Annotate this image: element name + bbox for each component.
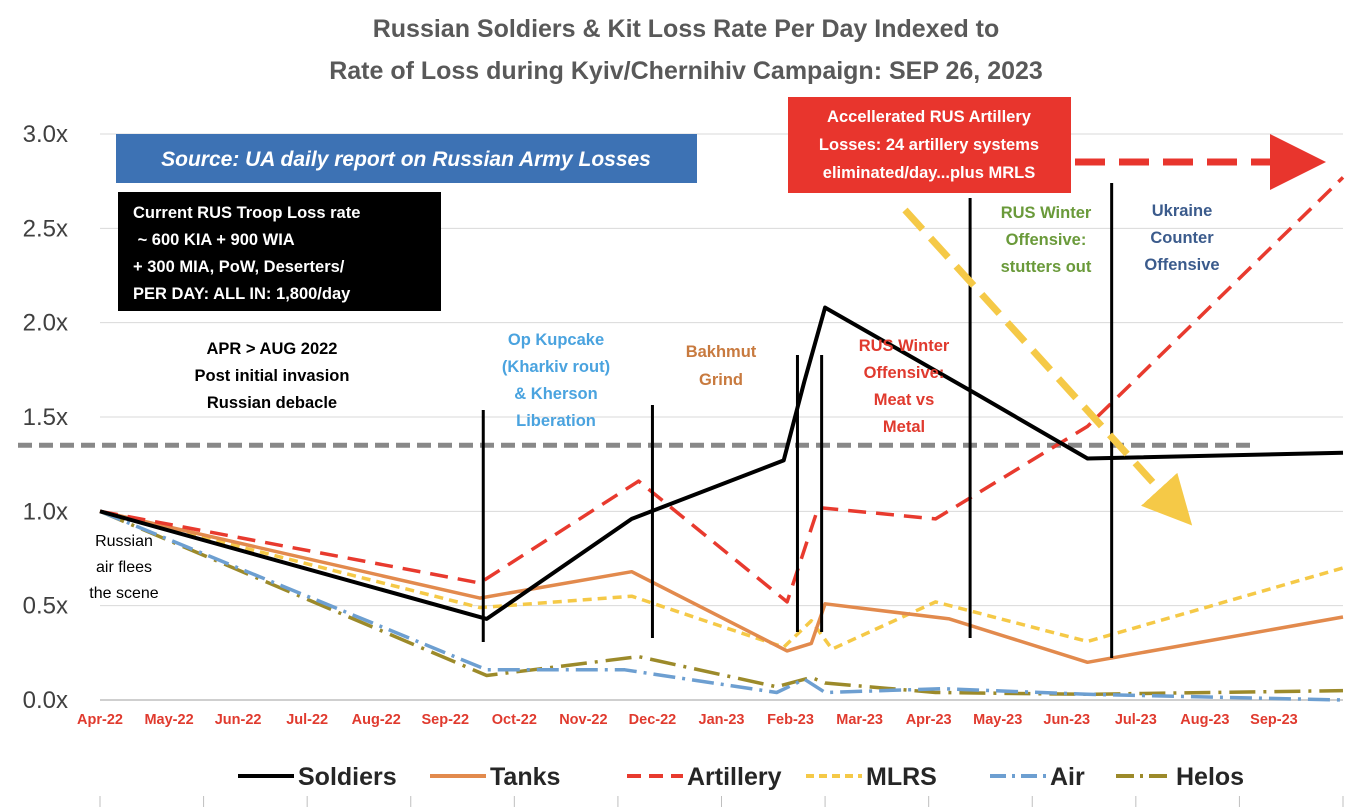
- artillery-line-3: eliminated/day...plus MRLS: [823, 164, 1035, 182]
- meat-line-4: Metal: [883, 418, 925, 436]
- kupcake-annotation: Op Kupcake (Kharkiv rout) & Kherson Libe…: [502, 331, 610, 430]
- russian-air-line-2: air flees: [96, 559, 152, 576]
- stutters-line-2: Offensive:: [1006, 231, 1087, 249]
- x-tick-label: Jun-23: [1043, 712, 1090, 728]
- series-line-air: [99, 509, 1344, 702]
- chart-title-line-1: Russian Soldiers & Kit Loss Rate Per Day…: [373, 15, 1000, 43]
- x-tick-label: Oct-22: [492, 712, 537, 728]
- x-tick-label: Dec-22: [629, 712, 677, 728]
- x-axis: Apr-22 May-22 Jun-22 Jul-22 Aug-22 Sep-22 Oct-…: [77, 699, 1344, 807]
- kupcake-line-4: Liberation: [516, 412, 596, 430]
- x-tick-label: May-22: [144, 712, 193, 728]
- x-tick-label: Jun-22: [215, 712, 262, 728]
- meat-line-2: Offensive:: [864, 364, 945, 382]
- x-tick-label: Jul-22: [286, 712, 328, 728]
- y-tick-label: 3.0x: [23, 121, 68, 148]
- russian-air-line-3: the scene: [89, 585, 158, 602]
- apr-aug-line-1: APR > AUG 2022: [207, 340, 338, 358]
- artillery-line-1: Accellerated RUS Artillery: [827, 108, 1032, 126]
- apr-aug-line-2: Post initial invasion: [195, 367, 350, 385]
- bakhmut-line-1: Bakhmut: [686, 343, 757, 361]
- kupcake-line-1: Op Kupcake: [508, 331, 604, 349]
- artillery-box: [788, 97, 1071, 193]
- y-tick-label: 2.5x: [23, 215, 68, 242]
- rus-winter-stutters-annotation: RUS Winter Offensive: stutters out: [1001, 204, 1092, 276]
- ukraine-line-1: Ukraine: [1152, 202, 1213, 220]
- y-tick-label: 0.5x: [23, 593, 68, 620]
- russian-air-annotation: Russian air flees the scene: [89, 533, 158, 602]
- series-line-soldiers: [99, 305, 1344, 621]
- x-tick-label: May-23: [973, 712, 1022, 728]
- troop-line-1: Current RUS Troop Loss rate: [133, 204, 360, 222]
- y-tick-label: 0.0x: [23, 687, 68, 714]
- source-text: Source: UA daily report on Russian Army …: [161, 148, 651, 171]
- legend-label-soldiers: Soldiers: [298, 763, 397, 791]
- x-tick-label: Sep-22: [421, 712, 469, 728]
- x-tick-label: Aug-23: [1180, 712, 1229, 728]
- troop-loss-box: [118, 192, 441, 311]
- troop-line-4: PER DAY: ALL IN: 1,800/day: [133, 285, 351, 303]
- bakhmut-annotation: Bakhmut Grind: [686, 343, 757, 389]
- ukraine-counter-annotation: Ukraine Counter Offensive: [1144, 202, 1219, 274]
- series-group: [99, 176, 1345, 702]
- stutters-line-1: RUS Winter: [1001, 204, 1092, 222]
- apr-aug-annotation: APR > AUG 2022 Post initial invasion Rus…: [195, 340, 350, 412]
- meat-line-3: Meat vs: [874, 391, 935, 409]
- x-tick-label: Aug-22: [352, 712, 401, 728]
- mlrs-trend-arrow: [902, 207, 1193, 526]
- legend-label-tanks: Tanks: [490, 763, 560, 791]
- troop-line-2: ~ 600 KIA + 900 WIA: [133, 231, 295, 249]
- x-tick-label: Apr-23: [906, 712, 952, 728]
- source-box: [116, 134, 697, 183]
- series-line-helos: [99, 509, 1344, 697]
- bakhmut-line-2: Grind: [699, 371, 743, 389]
- apr-aug-line-3: Russian debacle: [207, 394, 337, 412]
- x-tick-label: Sep-23: [1250, 712, 1298, 728]
- legend: Soldiers Tanks Artillery MLRS Air Helos: [238, 763, 1244, 791]
- legend-label-helos: Helos: [1176, 763, 1244, 791]
- x-tick-label: Feb-23: [767, 712, 814, 728]
- kupcake-line-3: & Kherson: [514, 385, 597, 403]
- legend-label-artillery: Artillery: [687, 763, 782, 791]
- legend-label-mlrs: MLRS: [866, 763, 937, 791]
- x-tick-label: Jul-23: [1115, 712, 1157, 728]
- troop-loss-text: Current RUS Troop Loss rate ~ 600 KIA + …: [133, 204, 360, 303]
- ukraine-line-3: Offensive: [1144, 256, 1219, 274]
- x-tick-label: Apr-22: [77, 712, 123, 728]
- artillery-line-2: Losses: 24 artillery systems: [819, 136, 1039, 154]
- vertical-markers: [481, 183, 1114, 658]
- artillery-box-text: Accellerated RUS Artillery Losses: 24 ar…: [819, 108, 1039, 182]
- y-tick-label: 1.5x: [23, 404, 68, 431]
- legend-label-air: Air: [1050, 763, 1085, 791]
- x-tick-label: Nov-22: [559, 712, 607, 728]
- series-line-mlrs: [99, 509, 1344, 651]
- x-tick-label: Mar-23: [836, 712, 883, 728]
- meat-line-1: RUS Winter: [859, 337, 950, 355]
- y-axis-ticks: 0.0x 0.5x 1.0x 1.5x 2.0x 2.5x 3.0x: [23, 121, 68, 714]
- ukraine-line-2: Counter: [1150, 229, 1214, 247]
- chart-title-line-2: Rate of Loss during Kyiv/Chernihiv Campa…: [329, 57, 1043, 85]
- y-tick-label: 2.0x: [23, 310, 68, 337]
- russian-air-line-1: Russian: [95, 533, 153, 550]
- y-tick-label: 1.0x: [23, 498, 68, 525]
- troop-line-3: + 300 MIA, PoW, Deserters/: [133, 258, 345, 276]
- x-tick-label: Jan-23: [699, 712, 745, 728]
- stutters-line-3: stutters out: [1001, 258, 1092, 276]
- kupcake-line-2: (Kharkiv rout): [502, 358, 610, 376]
- rus-winter-meat-annotation: RUS Winter Offensive: Meat vs Metal: [859, 337, 950, 436]
